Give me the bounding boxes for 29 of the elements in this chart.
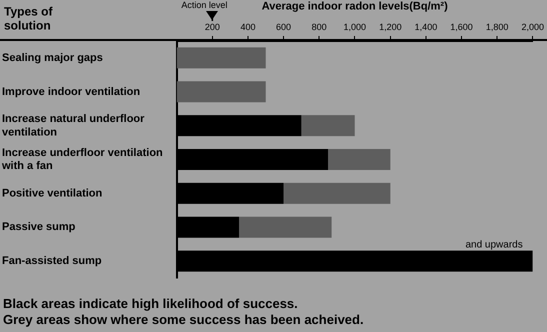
x-tick-label: 2,000 [521,22,544,32]
x-tick-label: 1,200 [379,22,402,32]
bar [176,47,266,68]
x-tick-label: 1,400 [414,22,438,32]
y-axis-title: Types of solution [4,4,54,32]
x-tick-label: 1,000 [343,22,366,32]
bar [176,81,266,102]
y-tick-label: Increase natural underfloor ventilation [2,113,146,138]
text: Grey areas show where some success has been acheived. [3,312,364,328]
y-tick-label: Sealing major gaps [2,52,103,64]
bar [284,182,390,204]
y-tick-label: Positive ventilation [2,187,103,200]
y-tick-label: Passive sump [2,221,76,234]
y-tick-label: Fan-assisted sump [2,255,102,268]
bar [239,216,332,238]
bar [301,115,355,136]
text: Black areas indicate high likelihood of success. [3,296,298,312]
x-tick-label: 400 [240,22,256,32]
bar [328,149,390,170]
y-tick-label: Increase underfloor ventilation with a fan [1,146,164,172]
x-axis-title: Average indoor radon levels(Bq/m²) [262,0,448,13]
x-tick-label: 600 [276,22,292,32]
x-tick-label: 1,600 [450,22,473,32]
x-tick-label: 200 [204,22,220,32]
y-tick-label: Improve indoor ventilation [2,86,140,98]
ref-line-label: Action level [181,0,228,10]
x-tick-label: 800 [312,22,327,32]
annotation: and upwards [465,239,523,250]
x-tick-label: 1,800 [486,22,508,32]
